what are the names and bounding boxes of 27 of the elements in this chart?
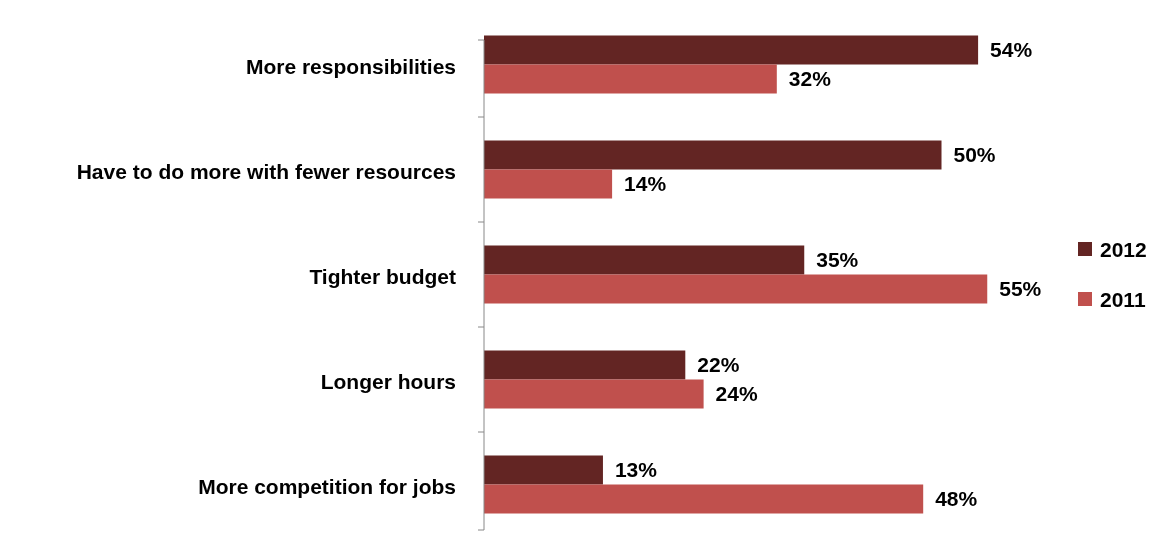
- bar: [484, 64, 777, 94]
- data-label: 24%: [715, 382, 758, 405]
- bar: [484, 455, 603, 485]
- data-label: 55%: [999, 277, 1042, 300]
- bar: [484, 484, 924, 514]
- y-tick-label: More competition for jobs: [198, 474, 456, 498]
- data-label: 50%: [953, 143, 996, 166]
- y-tick-label: Have to do more with fewer resources: [76, 159, 456, 183]
- bar: [484, 245, 805, 275]
- data-label: 54%: [990, 38, 1033, 61]
- data-label: 35%: [816, 248, 859, 271]
- data-label: 48%: [935, 487, 978, 510]
- bar: [484, 274, 988, 304]
- data-label: 32%: [788, 67, 832, 90]
- y-tick-label: Tighter budget: [309, 264, 456, 288]
- bar: [484, 169, 613, 199]
- data-label: 14%: [624, 172, 667, 195]
- bar: [484, 350, 686, 380]
- legend-label: 2012: [1100, 238, 1147, 261]
- bar: [484, 379, 704, 409]
- y-tick-label: Longer hours: [320, 369, 456, 393]
- data-label: 22%: [697, 353, 740, 376]
- legend-label: 2011: [1100, 288, 1146, 311]
- bar: [484, 35, 979, 65]
- bar: [484, 140, 942, 170]
- data-label: 13%: [614, 458, 658, 481]
- y-tick-label: More responsibilities: [245, 54, 456, 78]
